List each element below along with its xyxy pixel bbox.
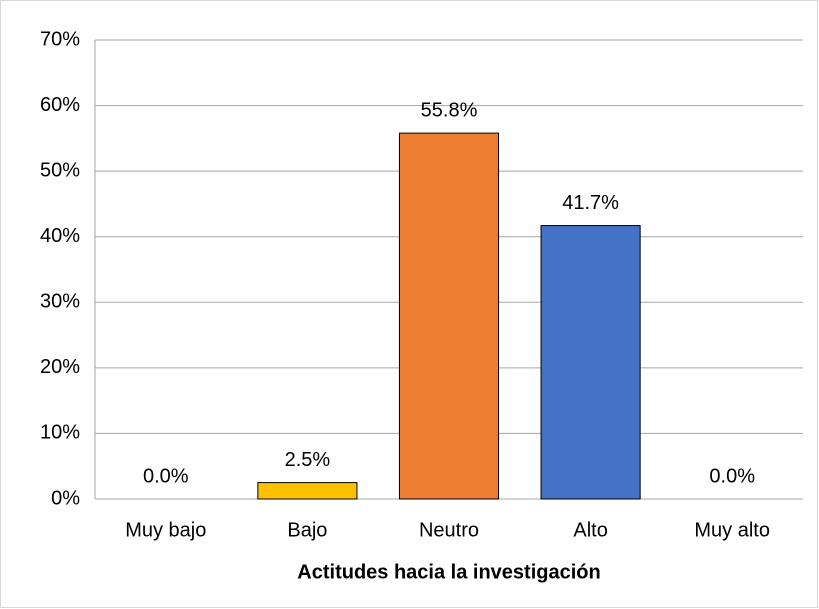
data-label: 0.0% xyxy=(709,465,755,487)
y-tick-label: 40% xyxy=(40,225,80,247)
bar xyxy=(398,132,500,500)
x-axis-title: Actitudes hacia la investigación xyxy=(297,561,600,583)
bar xyxy=(257,482,358,500)
y-tick-label: 10% xyxy=(40,422,80,444)
y-tick-label: 0% xyxy=(51,487,80,509)
y-tick-label: 30% xyxy=(40,291,80,313)
data-label: 0.0% xyxy=(143,465,189,487)
x-tick-label: Alto xyxy=(573,519,607,541)
x-tick-label: Neutro xyxy=(419,519,479,541)
x-tick-label: Muy bajo xyxy=(125,519,206,541)
y-tick-label: 20% xyxy=(40,356,80,378)
x-tick-label: Muy alto xyxy=(694,519,770,541)
y-tick-label: 70% xyxy=(40,28,80,50)
data-label: 2.5% xyxy=(285,449,331,471)
y-tick-label: 50% xyxy=(40,159,80,181)
data-label: 41.7% xyxy=(562,192,619,214)
x-tick-label: Bajo xyxy=(287,519,327,541)
data-label: 55.8% xyxy=(421,99,478,121)
bar xyxy=(540,225,641,500)
y-tick-label: 60% xyxy=(40,94,80,116)
